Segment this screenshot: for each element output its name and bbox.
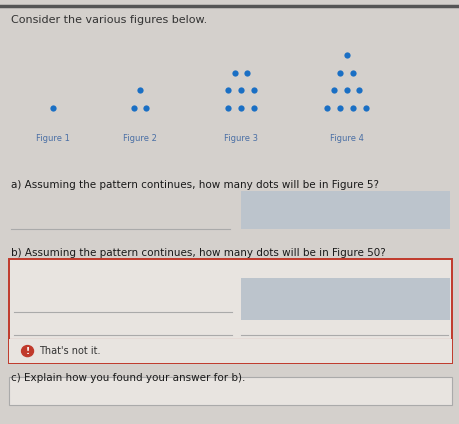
Text: That's not it.: That's not it. xyxy=(39,346,101,356)
Text: b) Assuming the pattern continues, how many dots will be in Figure 50?: b) Assuming the pattern continues, how m… xyxy=(11,248,386,258)
FancyBboxPatch shape xyxy=(9,377,452,405)
Text: Figure 1: Figure 1 xyxy=(36,134,70,142)
Text: !: ! xyxy=(26,346,29,356)
Bar xyxy=(241,191,450,229)
Bar xyxy=(241,278,450,320)
Circle shape xyxy=(22,346,34,357)
Text: c) Explain how you found your answer for b).: c) Explain how you found your answer for… xyxy=(11,373,246,383)
Text: Figure 4: Figure 4 xyxy=(330,134,364,142)
Text: Consider the various figures below.: Consider the various figures below. xyxy=(11,15,208,25)
Text: a) Assuming the pattern continues, how many dots will be in Figure 5?: a) Assuming the pattern continues, how m… xyxy=(11,180,380,190)
Bar xyxy=(9,339,452,363)
FancyBboxPatch shape xyxy=(9,259,452,363)
Text: Figure 3: Figure 3 xyxy=(224,134,258,142)
Text: Figure 2: Figure 2 xyxy=(123,134,157,142)
